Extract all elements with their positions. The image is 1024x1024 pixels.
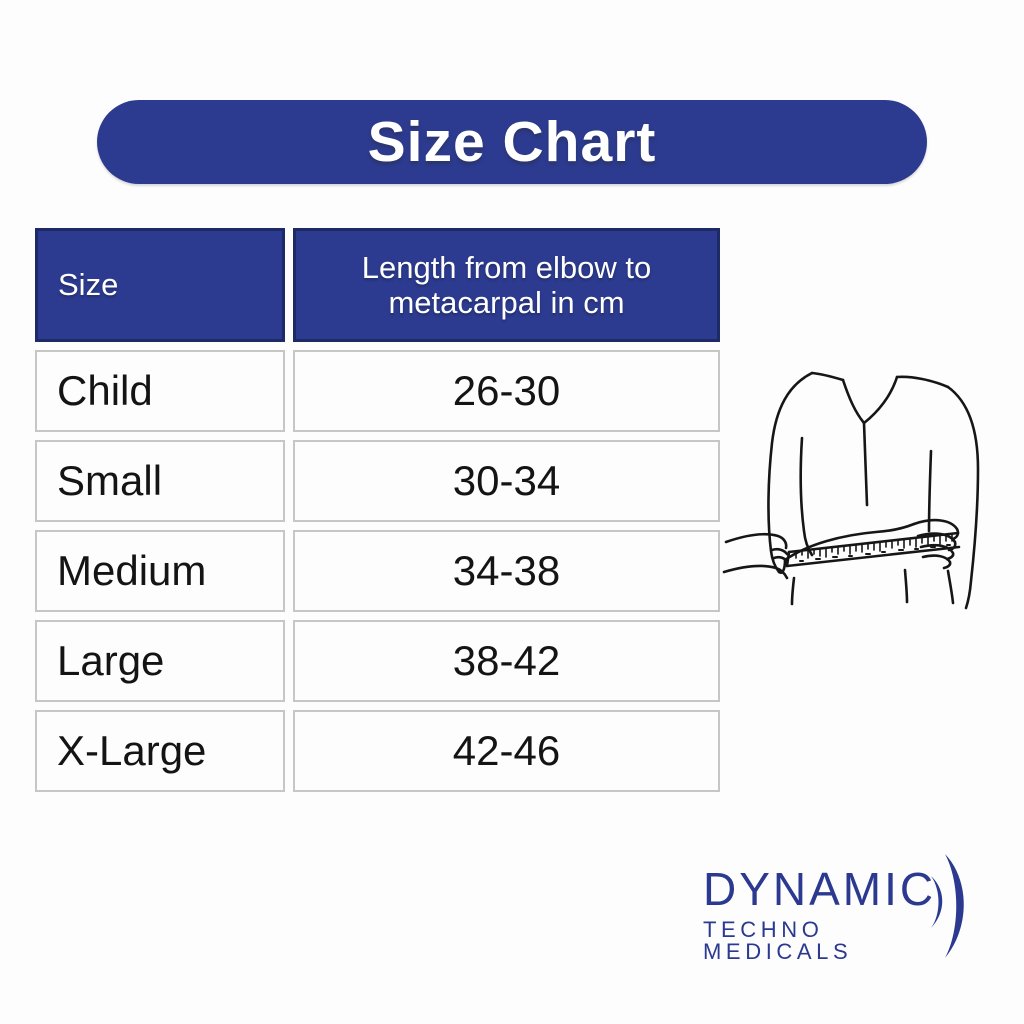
length-cell-xlarge: 42-46 bbox=[293, 710, 720, 792]
size-chart-banner: Size Chart bbox=[97, 100, 927, 184]
measurer-hand-bottom-line bbox=[722, 564, 789, 580]
length-cell-small: 30-34 bbox=[293, 440, 720, 522]
tape-ticks bbox=[795, 533, 953, 559]
body-elbow-line bbox=[777, 558, 787, 574]
column-header-length: Length from elbow to metacarpal in cm bbox=[293, 228, 720, 342]
collar-right-line bbox=[895, 375, 950, 389]
size-cell-large: Large bbox=[35, 620, 285, 702]
size-cell-child: Child bbox=[35, 350, 285, 432]
page-title: Size Chart bbox=[367, 110, 657, 174]
lower-arm-line-left bbox=[790, 576, 796, 606]
crossed-forearm-line bbox=[783, 522, 916, 562]
body-left-arm-line bbox=[767, 371, 814, 574]
size-cell-xlarge: X-Large bbox=[35, 710, 285, 792]
collar-left-line bbox=[810, 371, 845, 382]
finger-1-line bbox=[912, 518, 960, 541]
vneck-right-line bbox=[862, 375, 899, 425]
tape-number-marks bbox=[799, 544, 951, 562]
brand-tagline: TECHNO MEDICALS bbox=[703, 917, 853, 964]
measurer-thumb-line-1 bbox=[770, 547, 789, 556]
size-table: Size Length from elbow to metacarpal in … bbox=[35, 228, 720, 792]
lower-arm-line-right bbox=[946, 569, 955, 605]
body-right-torso-line bbox=[946, 385, 980, 610]
tape-bottom-edge bbox=[785, 545, 961, 568]
length-cell-child: 26-30 bbox=[293, 350, 720, 432]
inner-sleeve-right-line bbox=[927, 449, 933, 533]
length-cell-large: 38-42 bbox=[293, 620, 720, 702]
length-cell-medium: 34-38 bbox=[293, 530, 720, 612]
measurement-illustration bbox=[722, 371, 980, 610]
brand-name: DYNAMIC bbox=[703, 863, 937, 915]
tape-left-end bbox=[785, 550, 791, 568]
sound-wave-arcs-icon bbox=[931, 854, 964, 958]
finger-3-line bbox=[919, 543, 955, 561]
size-cell-medium: Medium bbox=[35, 530, 285, 612]
vneck-left-line bbox=[841, 378, 866, 425]
measurer-thumb-line-2 bbox=[772, 555, 789, 564]
finger-4-line bbox=[921, 554, 952, 570]
inner-sleeve-left-line bbox=[799, 436, 814, 557]
column-header-size: Size bbox=[35, 228, 285, 342]
shirt-placket-line bbox=[862, 421, 869, 507]
measurer-hand-top-line bbox=[724, 532, 788, 550]
lower-arm-line-mid bbox=[903, 568, 909, 604]
size-cell-small: Small bbox=[35, 440, 285, 522]
brand-logo: DYNAMIC TECHNO MEDICALS bbox=[703, 854, 983, 966]
